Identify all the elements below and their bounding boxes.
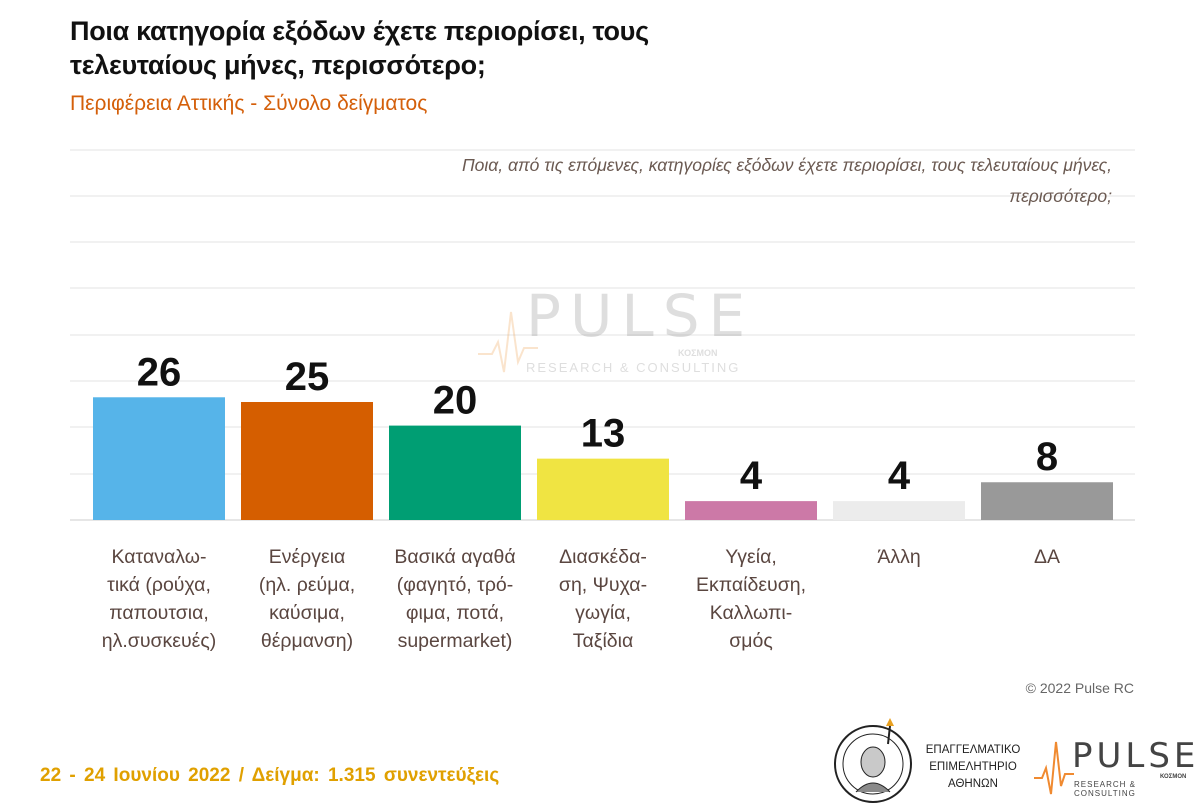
title-line-1: Ποια κατηγορία εξόδων έχετε περιορίσει, … [70, 16, 649, 46]
watermark-main: PULSE [526, 282, 755, 350]
chamber-line-2: ΕΠΙΜΕΛΗΤΗΡΙΟ [929, 761, 1017, 773]
pulse-logo-main: PULSE [1072, 736, 1200, 776]
bar [389, 425, 521, 520]
pulse-logo-wave-icon [1034, 741, 1074, 795]
category-label: Καταναλω-τικά (ρούχα, παπουτσια, ηλ.συσκευ… [102, 546, 216, 652]
category-label: Διασκέδα-ση, Ψυχα-γωγία, Ταξίδια [559, 546, 647, 652]
bar [93, 397, 225, 520]
bar [685, 501, 817, 520]
copyright: © 2022 Pulse RC [1025, 680, 1134, 696]
data-label: 4 [888, 454, 911, 498]
pulse-logo-sub: RESEARCH & CONSULTING [1074, 780, 1137, 798]
data-label: 8 [1036, 435, 1058, 479]
pulse-logo-kosmos: ΚΟΣΜΟΝ [1160, 774, 1187, 780]
category-label: Βασικά αγαθά (φαγητό, τρό-φιμα, ποτά, supe… [394, 546, 515, 652]
bar [241, 402, 373, 520]
watermark-sub: RESEARCH & CONSULTING [526, 360, 741, 375]
category-label: ΔΑ [1034, 546, 1060, 568]
chamber-line-3: ΑΘΗΝΩΝ [948, 778, 998, 790]
category-label: Ενέργεια (ηλ. ρεύμα, καύσιμα, θέρμανση) [259, 546, 355, 652]
data-label: 20 [433, 379, 478, 423]
pulse-wave-icon [478, 311, 538, 373]
chamber-line-1: ΕΠΑΓΓΕΛΜΑΤΙΚΟ [925, 744, 1021, 756]
survey-date-sample: 22 - 24 Ιουνίου 2022 / Δείγμα: 1.315 συν… [40, 765, 500, 786]
data-label: 25 [285, 355, 330, 399]
survey-question: Ποια, από τις επόμενες, κατηγορίες εξόδω… [292, 150, 1112, 212]
watermark-kosmos: ΚΟΣΜΟΝ [678, 348, 718, 358]
category-label: Άλλη [877, 546, 920, 568]
title-line-2: τελευταίους μήνες, περισσότερο; [70, 50, 486, 80]
category-label: Υγεία, Εκπαίδευση, Καλλωπι-σμός [696, 546, 806, 652]
logos: ΕΠΑΓΓΕΛΜΑΤΙΚΟ ΕΠΙΜΕΛΗΤΗΡΙΟ ΑΘΗΝΩΝ PULSE … [830, 718, 1200, 806]
data-label: 4 [740, 454, 763, 498]
bar [833, 501, 965, 520]
chamber-name: ΕΠΑΓΓΕΛΜΑΤΙΚΟ ΕΠΙΜΕΛΗΤΗΡΙΟ ΑΘΗΝΩΝ [922, 742, 1024, 793]
chart-subtitle: Περιφέρεια Αττικής - Σύνολο δείγματος [70, 92, 428, 115]
pulse-watermark: PULSE ΚΟΣΜΟΝ RESEARCH & CONSULTING [478, 282, 758, 382]
question-line-2: περισσότερο; [1009, 186, 1112, 206]
bar [981, 482, 1113, 520]
data-label: 26 [137, 350, 182, 394]
data-label: 13 [581, 412, 626, 456]
question-line-1: Ποια, από τις επόμενες, κατηγορίες εξόδω… [461, 155, 1112, 175]
chamber-seal-icon [834, 718, 912, 803]
chart-title: Ποια κατηγορία εξόδων έχετε περιορίσει, … [70, 14, 770, 82]
bar [537, 458, 669, 520]
